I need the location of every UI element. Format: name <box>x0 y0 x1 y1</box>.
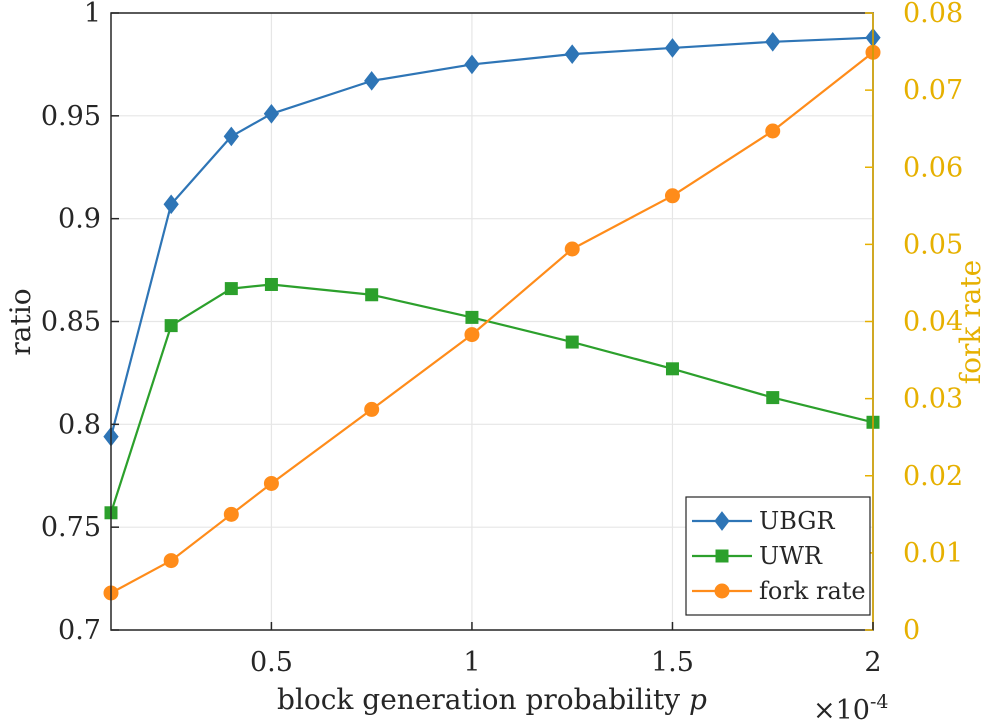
point-uwr-4 <box>365 288 379 302</box>
point-uwr-7 <box>665 362 679 376</box>
point-uwr-1 <box>164 319 178 333</box>
left-tick-label-0: 0.7 <box>58 615 101 646</box>
x-axis-label: block generation probability p <box>277 683 707 716</box>
point-ubgr-1 <box>163 194 179 215</box>
y-axis-label-left: ratio <box>4 288 37 355</box>
left-y-axis: 0.7 0.75 0.8 0.85 0.9 0.95 1 <box>41 0 119 646</box>
legend: UBGR UWR fork rate <box>685 496 871 616</box>
right-tick-label-8: 0.08 <box>903 0 963 29</box>
x-multiplier-exponent: -4 <box>870 691 889 713</box>
point-fork-rate-2 <box>223 506 239 522</box>
y-axis-label-right: fork rate <box>954 260 987 384</box>
legend-label-fork-rate: fork rate <box>759 577 866 605</box>
right-tick-label-6: 0.06 <box>903 152 963 183</box>
point-fork-rate-3 <box>263 475 279 491</box>
right-tick-label-5: 0.05 <box>903 229 963 260</box>
point-fork-rate-8 <box>765 123 781 139</box>
left-tick-label-6: 1 <box>84 0 101 29</box>
x-tick-label-3: 2 <box>864 647 881 678</box>
x-axis-multiplier: ×10-4 <box>813 691 889 722</box>
point-ubgr-7 <box>664 38 681 58</box>
right-tick-label-2: 0.02 <box>903 461 963 492</box>
x-tick-label-2: 1.5 <box>651 647 694 678</box>
series-line-uwr <box>109 283 874 514</box>
point-fork-rate-5 <box>464 327 480 343</box>
left-tick-label-3: 0.85 <box>41 307 101 338</box>
point-uwr-8 <box>766 391 780 405</box>
right-tick-label-3: 0.03 <box>903 384 963 415</box>
legend-marker-ubgr <box>714 511 730 531</box>
series-ubgr <box>103 27 881 447</box>
legend-label-ubgr: UBGR <box>759 507 835 535</box>
series-line-fork-rate <box>110 51 874 594</box>
right-y-axis: 0 0.01 0.02 0.03 0.04 0.05 0.06 0.07 0.08 <box>865 0 963 646</box>
plot-series <box>103 27 881 601</box>
point-ubgr-8 <box>765 31 781 52</box>
x-tick-label-0: 0.5 <box>250 647 293 678</box>
point-ubgr-6 <box>564 44 580 64</box>
left-tick-label-1: 0.75 <box>41 512 101 543</box>
series-uwr <box>104 277 880 520</box>
right-tick-label-0: 0 <box>903 615 920 646</box>
x-tick-label-1: 1 <box>463 647 480 678</box>
point-fork-rate-4 <box>364 401 380 417</box>
point-ubgr-2 <box>223 126 239 147</box>
point-ubgr-3 <box>263 103 280 124</box>
point-uwr-3 <box>264 277 278 291</box>
left-tick-label-2: 0.8 <box>58 409 101 440</box>
legend-label-uwr: UWR <box>759 542 823 570</box>
point-ubgr-5 <box>464 54 480 75</box>
point-uwr-2 <box>224 282 238 296</box>
point-uwr-5 <box>465 310 479 324</box>
legend-marker-uwr <box>715 549 729 563</box>
x-axis: 0.5 1 1.5 2 <box>250 622 882 678</box>
series-line-ubgr <box>109 36 874 437</box>
x-multiplier-base: ×10 <box>813 695 870 722</box>
legend-marker-fork-rate <box>714 583 730 599</box>
point-fork-rate-7 <box>664 188 680 204</box>
left-tick-label-4: 0.9 <box>58 204 101 235</box>
legend-entry-uwr: UWR <box>692 542 823 570</box>
legend-entry-ubgr: UBGR <box>692 507 835 535</box>
right-tick-label-1: 0.01 <box>903 538 963 569</box>
right-tick-label-4: 0.04 <box>903 307 963 338</box>
left-tick-label-5: 0.95 <box>41 101 101 132</box>
right-tick-label-7: 0.07 <box>903 75 963 106</box>
point-ubgr-4 <box>364 71 380 91</box>
point-fork-rate-6 <box>564 241 580 257</box>
x-axis-label-text: block generation probability <box>277 683 680 716</box>
point-fork-rate-1 <box>163 553 179 569</box>
point-uwr-6 <box>565 335 579 349</box>
x-axis-label-variable: p <box>689 683 707 716</box>
legend-entry-fork-rate: fork rate <box>692 577 866 605</box>
